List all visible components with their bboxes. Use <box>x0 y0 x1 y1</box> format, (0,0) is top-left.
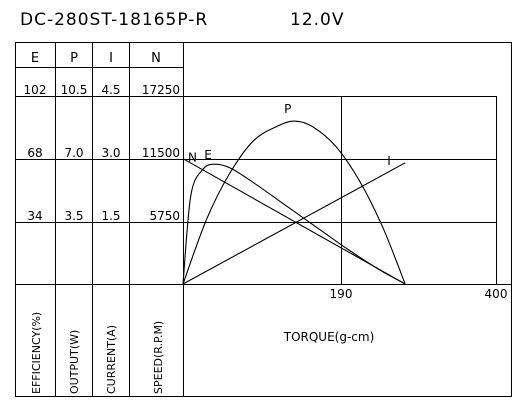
voltage-label: 12.0V <box>290 10 344 30</box>
tick-p-7-0: 7.0 <box>64 146 83 160</box>
y-axis-labels: EFFICIENCY(%) OUTPUT(W) CURRENT(A) SPEED… <box>30 312 165 394</box>
col-header-p: P <box>70 51 78 66</box>
y-tick-row-1: 102 10.5 4.5 17250 <box>24 83 180 97</box>
x-tick-400: 400 <box>485 287 508 301</box>
tick-i-4-5: 4.5 <box>101 83 120 97</box>
series-e-curve <box>182 163 406 285</box>
outer-border <box>15 42 512 397</box>
y-label-output: OUTPUT(W) <box>68 330 81 394</box>
tick-n-17250: 17250 <box>142 83 180 97</box>
y-label-efficiency: EFFICIENCY(%) <box>30 312 43 394</box>
tick-p-10-5: 10.5 <box>61 83 88 97</box>
series-e-label: E <box>204 148 212 162</box>
y-label-current: CURRENT(A) <box>105 325 118 394</box>
curves-layer: N E P I <box>182 102 406 285</box>
tick-n-11500: 11500 <box>142 146 180 160</box>
column-headers: E P I N <box>31 51 161 66</box>
tick-i-1-5: 1.5 <box>101 209 120 223</box>
col-header-n: N <box>151 51 161 66</box>
tick-i-3-0: 3.0 <box>101 146 120 160</box>
y-tick-row-3: 34 3.5 1.5 5750 <box>27 209 180 223</box>
tick-p-3-5: 3.5 <box>64 209 83 223</box>
chart-title: DC-280ST-18165P-R <box>20 10 208 30</box>
y-tick-row-2: 68 7.0 3.0 11500 <box>27 146 180 160</box>
tick-e-34: 34 <box>27 209 42 223</box>
series-i-label: I <box>387 154 391 168</box>
y-label-speed: SPEED(R.P.M) <box>152 321 165 394</box>
tick-e-68: 68 <box>27 146 42 160</box>
col-header-i: I <box>109 51 113 66</box>
series-i-curve <box>182 162 406 285</box>
tick-n-5750: 5750 <box>149 209 180 223</box>
series-p-label: P <box>284 102 291 116</box>
col-header-e: E <box>31 51 39 66</box>
series-n-label: N <box>188 151 197 165</box>
chart-frame <box>15 42 512 397</box>
tick-e-102: 102 <box>24 83 47 97</box>
x-axis-label: TORQUE(g-cm) <box>283 330 375 344</box>
x-tick-190: 190 <box>330 287 353 301</box>
series-p-curve <box>182 120 406 285</box>
